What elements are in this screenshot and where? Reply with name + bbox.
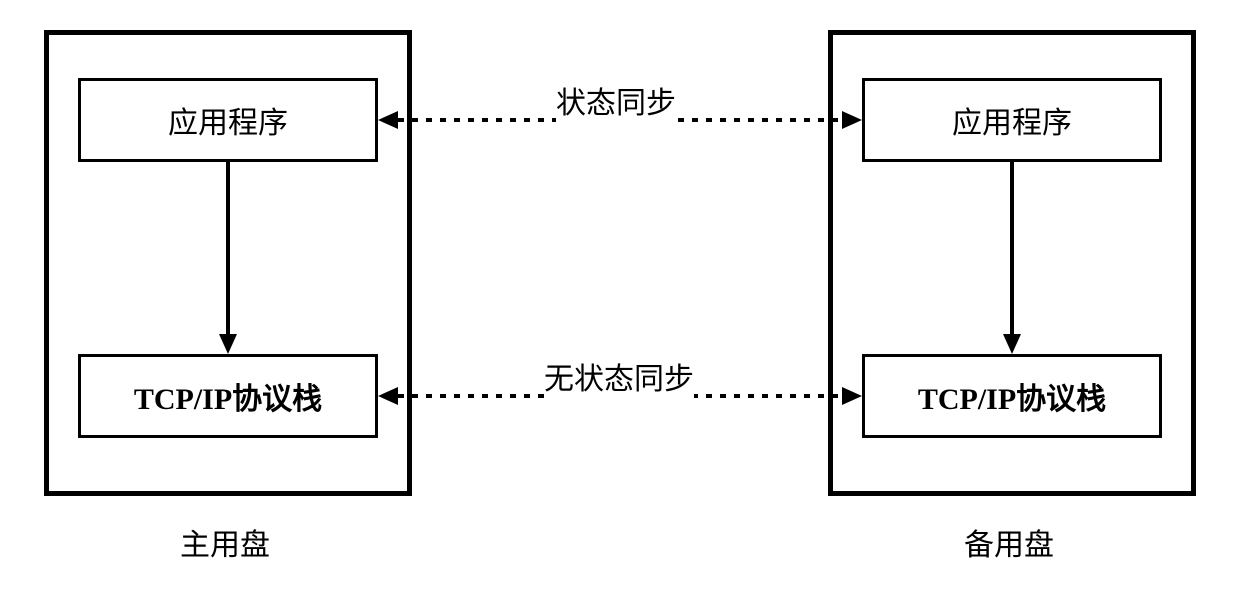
main-disk-caption: 主用盘 [180,520,270,564]
no-state-sync-label: 无状态同步 [544,354,694,398]
backup-app-label: 应用程序 [952,98,1072,142]
state-sync-label: 状态同步 [556,78,676,122]
main-app-box: 应用程序 [78,78,378,162]
main-app-label: 应用程序 [168,98,288,142]
backup-stack-box: TCP/IP协议栈 [862,354,1162,438]
backup-app-box: 应用程序 [862,78,1162,162]
backup-disk-caption: 备用盘 [964,520,1054,564]
main-stack-box: TCP/IP协议栈 [78,354,378,438]
backup-stack-label: TCP/IP协议栈 [918,374,1106,418]
diagram-canvas: 应用程序 TCP/IP协议栈 应用程序 TCP/IP协议栈 主用盘 备用盘 状态… [0,0,1240,590]
main-stack-label: TCP/IP协议栈 [134,374,322,418]
